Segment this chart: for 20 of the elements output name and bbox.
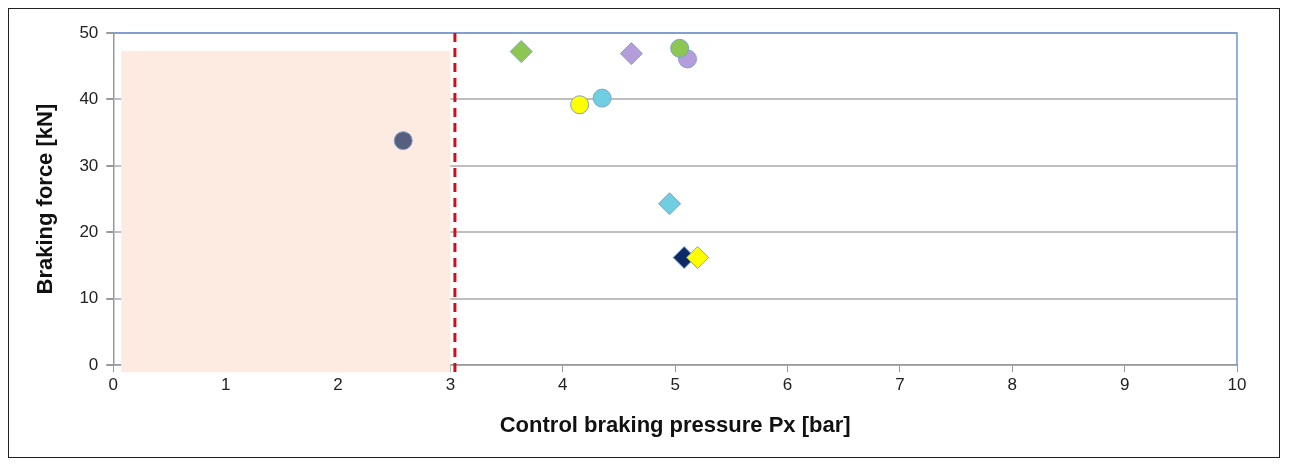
- x-tick-label: 1: [220, 375, 231, 395]
- x-axis-title: Control braking pressure Px [bar]: [499, 411, 851, 437]
- x-tick-label: 10: [1227, 375, 1247, 395]
- point: [393, 131, 413, 151]
- y-tick-label: 30: [79, 155, 99, 175]
- x-tick-label: 4: [558, 375, 568, 395]
- y-tick-label: 10: [79, 288, 99, 308]
- x-tick-label: 9: [1119, 375, 1130, 395]
- y-axis-title: Braking force [kN]: [32, 103, 58, 295]
- x-tick-label: 7: [895, 375, 905, 395]
- x-tick-label: 2: [333, 375, 343, 395]
- y-tick-label: 20: [79, 222, 99, 242]
- x-tick-label: 8: [1007, 375, 1017, 395]
- y-tick-label: 40: [79, 89, 99, 109]
- x-tick-label: 3: [445, 375, 456, 395]
- x-tick-label: 5: [670, 375, 680, 395]
- y-tick-label: 50: [79, 22, 99, 42]
- y-tick-label: 0: [88, 354, 99, 374]
- x-tick-label: 6: [782, 375, 793, 395]
- x-tick-label: 0: [108, 375, 119, 395]
